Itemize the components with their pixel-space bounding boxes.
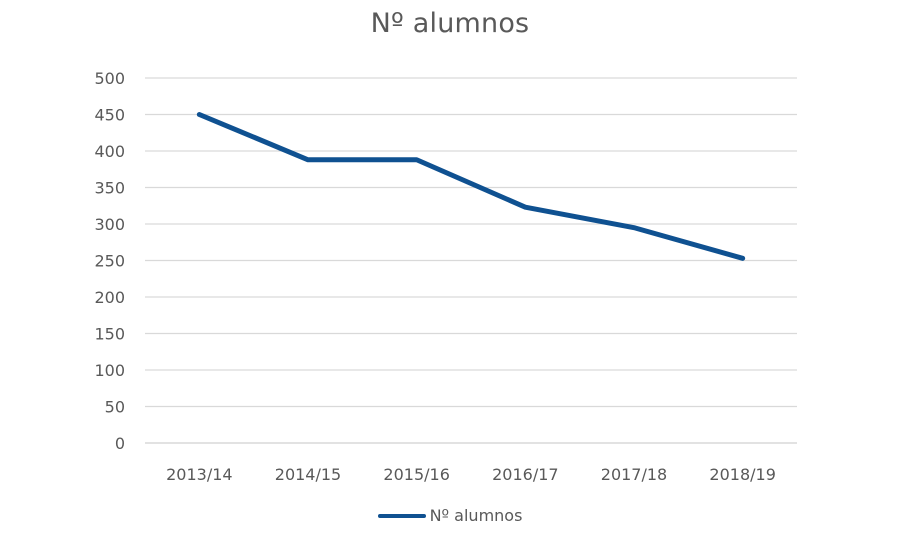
y-tick-label: 0 (115, 434, 125, 453)
x-tick-label: 2014/15 (275, 465, 341, 484)
y-tick-label: 50 (105, 398, 125, 417)
y-tick-label: 200 (94, 288, 125, 307)
legend: Nº alumnos (0, 506, 900, 525)
y-tick-label: 300 (94, 215, 125, 234)
chart-title: Nº alumnos (370, 8, 530, 39)
y-tick-label: 250 (94, 252, 125, 271)
legend-swatch (377, 513, 426, 518)
series-group (196, 112, 746, 261)
x-tick-label: 2018/19 (709, 465, 775, 484)
y-axis-ticks: 0 50 100 150 200 250 300 350 400 450 500 (94, 69, 125, 453)
y-tick-label: 100 (94, 361, 125, 380)
y-tick-label: 500 (94, 69, 125, 88)
x-tick-label: 2015/16 (383, 465, 449, 484)
y-tick-label: 400 (94, 142, 125, 161)
y-tick-label: 350 (94, 179, 125, 198)
y-tick-label: 150 (94, 325, 125, 344)
y-tick-label: 450 (94, 106, 125, 125)
series-line (196, 112, 746, 261)
x-axis-ticks: 2013/14 2014/15 2015/16 2016/17 2017/18 2018/… (166, 465, 776, 484)
x-tick-label: 2013/14 (166, 465, 232, 484)
x-tick-label: 2016/17 (492, 465, 558, 484)
gridlines (145, 77, 797, 444)
legend-label: Nº alumnos (429, 506, 523, 525)
x-tick-label: 2017/18 (601, 465, 667, 484)
